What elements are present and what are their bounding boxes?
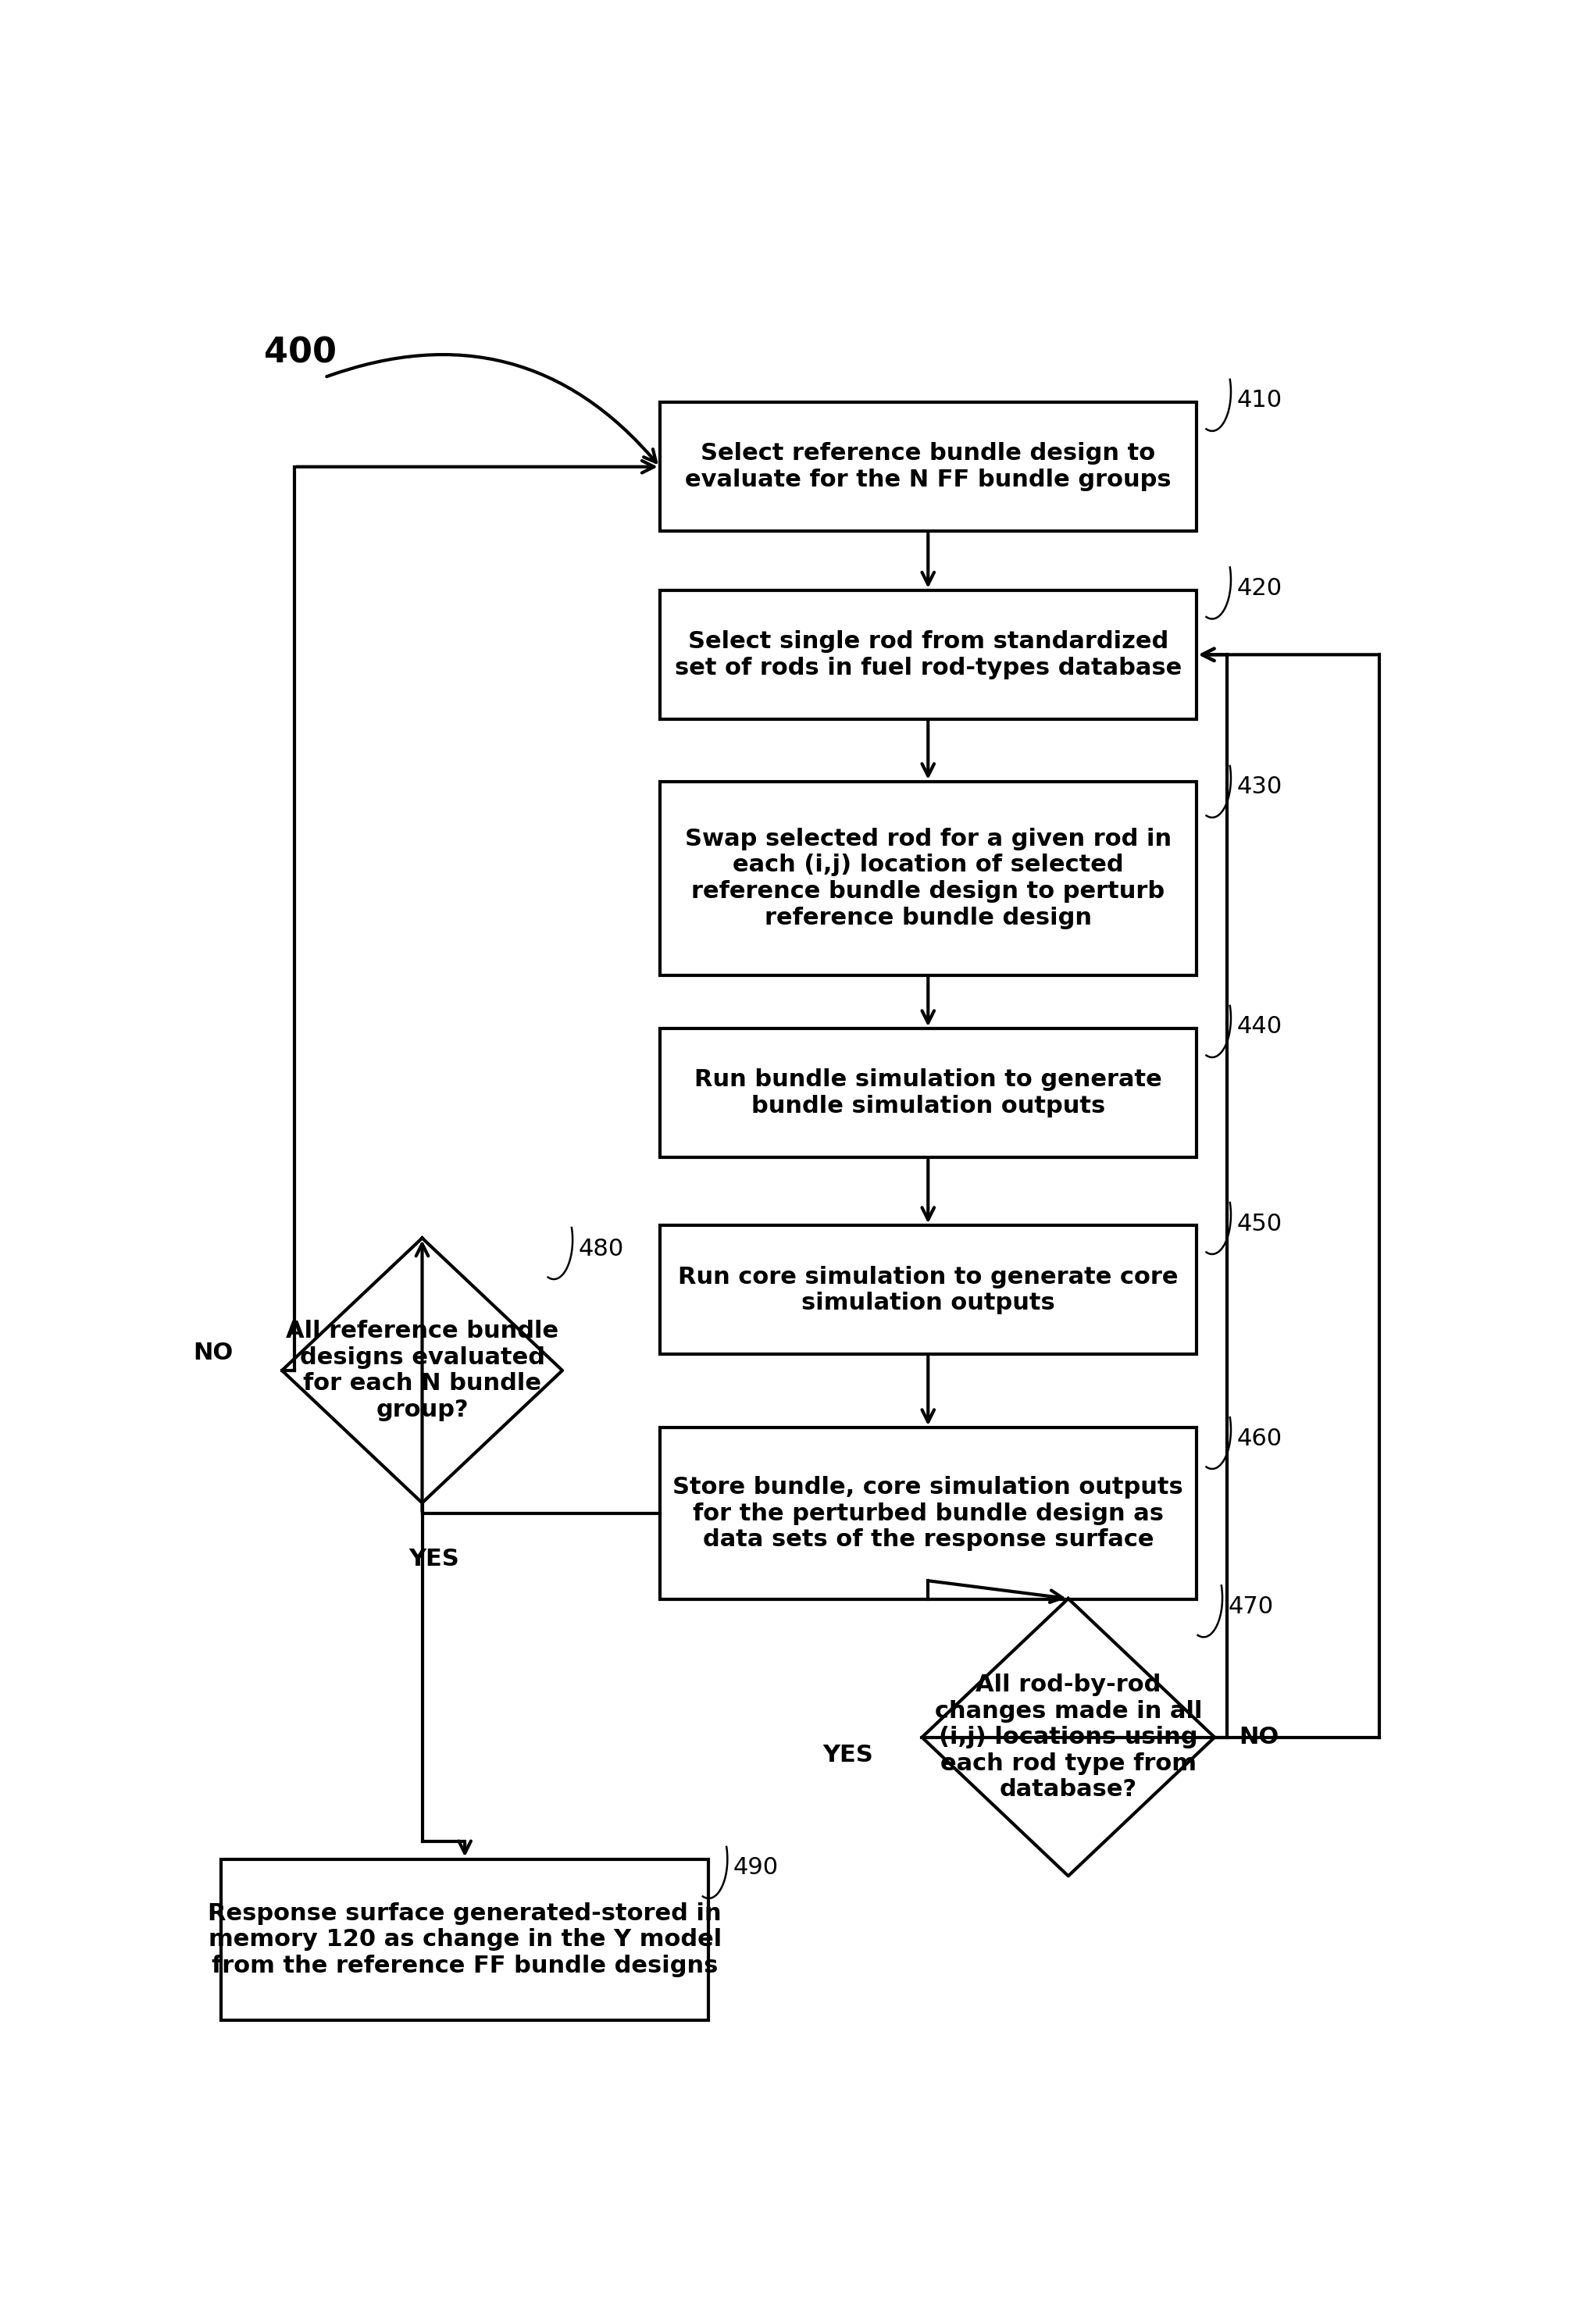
FancyBboxPatch shape <box>661 590 1197 718</box>
FancyArrowPatch shape <box>327 356 656 462</box>
Text: NO: NO <box>193 1341 233 1364</box>
FancyBboxPatch shape <box>661 1030 1197 1157</box>
Text: Store bundle, core simulation outputs
for the perturbed bundle design as
data se: Store bundle, core simulation outputs fo… <box>673 1476 1183 1550</box>
FancyBboxPatch shape <box>661 1225 1197 1355</box>
Text: 440: 440 <box>1236 1016 1282 1039</box>
Text: 480: 480 <box>579 1236 623 1260</box>
Text: 410: 410 <box>1236 388 1282 411</box>
FancyBboxPatch shape <box>220 1859 709 2020</box>
Text: All rod-by-rod
changes made in all
(i,j) locations using
each rod type from
data: All rod-by-rod changes made in all (i,j)… <box>934 1673 1202 1801</box>
Text: Run core simulation to generate core
simulation outputs: Run core simulation to generate core sim… <box>678 1267 1178 1315</box>
Text: NO: NO <box>1240 1727 1279 1748</box>
Text: Swap selected rod for a given rod in
each (i,j) location of selected
reference b: Swap selected rod for a given rod in eac… <box>684 827 1172 930</box>
Text: YES: YES <box>823 1743 873 1766</box>
Text: Response surface generated-stored in
memory 120 as change in the Y model
from th: Response surface generated-stored in mem… <box>208 1901 722 1978</box>
Text: 470: 470 <box>1229 1594 1274 1618</box>
Text: Select single rod from standardized
set of rods in fuel rod-types database: Select single rod from standardized set … <box>675 630 1181 679</box>
FancyBboxPatch shape <box>661 1427 1197 1599</box>
Text: 430: 430 <box>1236 776 1282 799</box>
Text: YES: YES <box>409 1548 459 1571</box>
Text: 400: 400 <box>264 337 337 370</box>
FancyBboxPatch shape <box>661 402 1197 532</box>
Text: 450: 450 <box>1236 1213 1282 1234</box>
Text: 460: 460 <box>1236 1427 1282 1450</box>
Text: 490: 490 <box>733 1857 779 1880</box>
Text: 420: 420 <box>1236 576 1282 600</box>
Text: Run bundle simulation to generate
bundle simulation outputs: Run bundle simulation to generate bundle… <box>694 1069 1162 1118</box>
FancyBboxPatch shape <box>661 781 1197 976</box>
Text: All reference bundle
designs evaluated
for each N bundle
group?: All reference bundle designs evaluated f… <box>286 1320 558 1422</box>
Text: Select reference bundle design to
evaluate for the N FF bundle groups: Select reference bundle design to evalua… <box>684 442 1172 490</box>
